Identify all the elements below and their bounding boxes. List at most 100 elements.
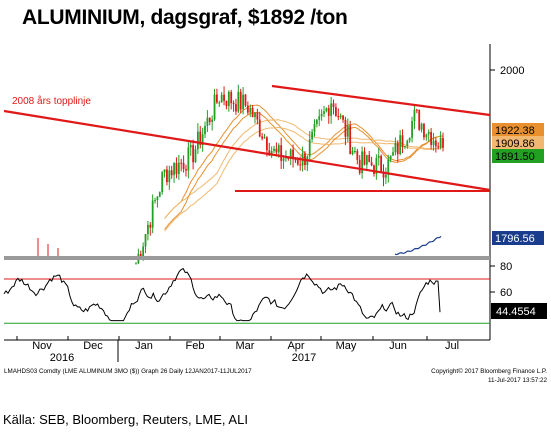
footer-left: LMAHDS03 Comdty (LME ALUMINUM 3MO ($)) G… bbox=[4, 368, 252, 375]
price-label-box bbox=[492, 136, 544, 150]
candle-body bbox=[368, 154, 371, 163]
price-tick-label: 2000 bbox=[500, 65, 524, 77]
x-tick-label: Jul bbox=[445, 340, 459, 352]
candle-body bbox=[320, 113, 323, 117]
candle-body bbox=[411, 121, 413, 138]
price-label-text: 1909.86 bbox=[495, 138, 535, 150]
candle-body bbox=[423, 123, 425, 138]
rsi-last-label: 44.4554 bbox=[496, 306, 536, 318]
candle-body bbox=[296, 159, 299, 165]
rsi-axis: 80 60 bbox=[490, 261, 512, 299]
candle-body bbox=[299, 164, 302, 166]
candles bbox=[37, 84, 444, 265]
candle-body bbox=[389, 155, 392, 160]
candle-body bbox=[154, 199, 156, 201]
candle-body bbox=[192, 145, 195, 163]
candle-body bbox=[335, 107, 337, 117]
candle-body bbox=[256, 112, 259, 120]
candle-body bbox=[218, 102, 221, 104]
candle-body bbox=[289, 149, 292, 159]
x-tick-label: May bbox=[336, 340, 357, 352]
candle-body bbox=[418, 110, 421, 130]
candle-body bbox=[261, 136, 264, 139]
x-tick-label: Dec bbox=[83, 340, 103, 352]
source-note: Källa: SEB, Bloomberg, Reuters, LME, ALI bbox=[3, 412, 248, 427]
candle-body bbox=[382, 171, 385, 178]
candle-body bbox=[161, 172, 164, 193]
candle-body bbox=[330, 103, 333, 116]
candle-body bbox=[223, 94, 225, 101]
candle-body bbox=[380, 155, 383, 172]
candle-body bbox=[406, 140, 409, 146]
candle-body bbox=[156, 196, 159, 200]
x-axis: Nov Dec Jan Feb Mar Apr May Jun Jul 2016 2017 bbox=[16, 336, 459, 364]
candle-body bbox=[275, 148, 278, 153]
candle-body bbox=[425, 134, 428, 138]
candle-body bbox=[235, 104, 237, 112]
candle-body bbox=[139, 254, 142, 258]
candle-body bbox=[227, 91, 230, 107]
candle-body bbox=[351, 150, 354, 155]
candle-body bbox=[206, 117, 209, 126]
rsi-tick-label: 60 bbox=[500, 287, 512, 299]
candle-body bbox=[273, 148, 275, 151]
candle-body bbox=[399, 135, 402, 155]
candle-body bbox=[339, 115, 342, 118]
x-tick-label: Nov bbox=[32, 340, 52, 352]
candle-body bbox=[292, 149, 294, 160]
moving-average-line bbox=[164, 126, 444, 232]
candle-body bbox=[354, 150, 356, 152]
candle-body bbox=[146, 224, 149, 235]
candle-body bbox=[185, 168, 187, 171]
candle-body bbox=[370, 162, 373, 166]
moving-averages bbox=[164, 104, 444, 232]
candle-body bbox=[315, 119, 318, 124]
candle-body bbox=[196, 131, 199, 150]
price-label-text: 1891.50 bbox=[495, 151, 535, 163]
candle-body bbox=[432, 140, 435, 145]
x-tick-label: Feb bbox=[186, 340, 205, 352]
candle-body bbox=[280, 145, 283, 161]
candle-body bbox=[149, 224, 152, 228]
candle-body bbox=[216, 94, 218, 103]
candle-body bbox=[254, 112, 256, 118]
candle-body bbox=[282, 158, 285, 161]
candle-body bbox=[182, 162, 185, 169]
candle-body bbox=[439, 137, 442, 148]
trendlines bbox=[3, 84, 491, 192]
candle-body bbox=[177, 162, 180, 175]
candle-body bbox=[170, 170, 173, 176]
candle-body bbox=[230, 91, 233, 104]
candle-body bbox=[396, 142, 399, 155]
channel-upper-line bbox=[271, 84, 491, 117]
candle-body bbox=[144, 234, 147, 247]
candle-body bbox=[244, 94, 247, 106]
candle-body bbox=[263, 137, 266, 139]
candle-body bbox=[208, 117, 211, 123]
moving-average-line bbox=[164, 111, 444, 230]
candle-body bbox=[163, 169, 166, 173]
candle-body bbox=[375, 158, 378, 175]
candle-body bbox=[427, 131, 430, 135]
rsi-line bbox=[3, 267, 441, 322]
rsi-bands bbox=[4, 278, 490, 324]
candle-body bbox=[220, 94, 223, 103]
candle-body bbox=[332, 103, 335, 108]
candle-body bbox=[294, 159, 297, 161]
moving-average-line bbox=[164, 119, 444, 219]
candle-body bbox=[270, 150, 273, 156]
candle-body bbox=[420, 123, 423, 130]
price-label-text: 1922.38 bbox=[495, 125, 535, 137]
footer-right-top: Copyright© 2017 Bloomberg Finance L.P. bbox=[431, 367, 547, 375]
candle-body bbox=[213, 94, 216, 120]
x-year-label: 2017 bbox=[292, 352, 316, 364]
candle-body bbox=[199, 131, 202, 146]
candle-body bbox=[387, 159, 390, 175]
candle-body bbox=[242, 94, 244, 110]
candle-body bbox=[265, 137, 268, 151]
candle-body bbox=[277, 145, 280, 153]
candle-body bbox=[442, 137, 444, 148]
candle-body bbox=[311, 131, 314, 140]
candle-body bbox=[232, 103, 235, 105]
